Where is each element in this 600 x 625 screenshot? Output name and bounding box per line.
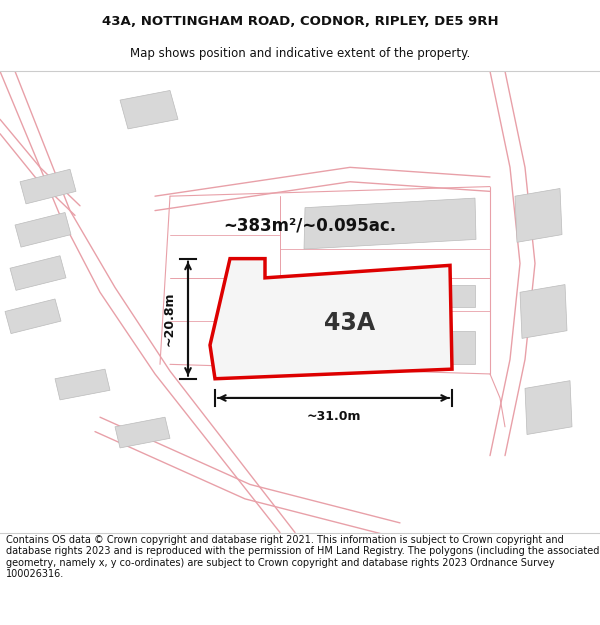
Text: ~31.0m: ~31.0m [306, 409, 361, 422]
Polygon shape [515, 189, 562, 242]
Polygon shape [55, 369, 110, 400]
Polygon shape [20, 169, 76, 204]
Polygon shape [305, 331, 475, 364]
Text: ~383m²/~0.095ac.: ~383m²/~0.095ac. [223, 217, 397, 234]
Polygon shape [305, 284, 475, 307]
Text: 43A: 43A [325, 311, 376, 335]
Polygon shape [520, 284, 567, 338]
Polygon shape [15, 213, 71, 247]
Text: Contains OS data © Crown copyright and database right 2021. This information is : Contains OS data © Crown copyright and d… [6, 534, 599, 579]
Polygon shape [5, 299, 61, 334]
Polygon shape [210, 259, 452, 379]
Text: Map shows position and indicative extent of the property.: Map shows position and indicative extent… [130, 47, 470, 60]
Text: 43A, NOTTINGHAM ROAD, CODNOR, RIPLEY, DE5 9RH: 43A, NOTTINGHAM ROAD, CODNOR, RIPLEY, DE… [101, 14, 499, 28]
Polygon shape [120, 91, 178, 129]
Polygon shape [304, 198, 476, 249]
Polygon shape [525, 381, 572, 434]
Polygon shape [115, 418, 170, 448]
Text: ~20.8m: ~20.8m [163, 291, 176, 346]
Polygon shape [10, 256, 66, 291]
